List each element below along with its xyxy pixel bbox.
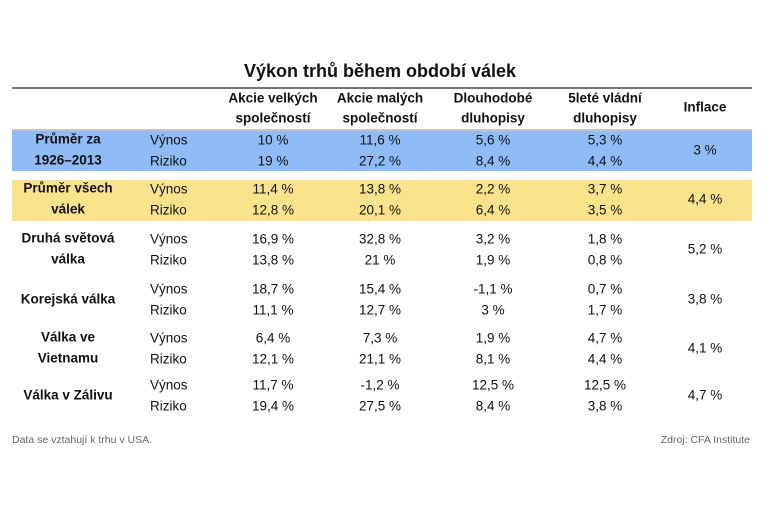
cell: 13,8 %	[359, 182, 401, 197]
cell: 12,1 %	[252, 352, 294, 367]
row-sublabel: Výnos	[150, 232, 188, 247]
column-header: 5leté vládní	[568, 91, 643, 106]
row-sublabel: Riziko	[150, 154, 187, 169]
row-label: válek	[51, 202, 85, 217]
cell: 4,4 %	[588, 154, 623, 169]
cell: 11,4 %	[252, 182, 293, 197]
cell: 21 %	[365, 253, 396, 268]
row-sublabel: Riziko	[150, 303, 187, 318]
row-label: válka	[51, 252, 85, 267]
cell: 3,2 %	[476, 232, 511, 247]
footer-source: Zdroj: CFA Institute	[661, 434, 750, 446]
cell: 12,5 %	[584, 378, 626, 393]
cell: 5,6 %	[476, 133, 511, 148]
cell: 11,7 %	[252, 378, 293, 393]
row-sublabel: Riziko	[150, 253, 187, 268]
cell: 3,5 %	[588, 203, 623, 218]
cell: 12,8 %	[252, 203, 294, 218]
cell: 11,6 %	[359, 133, 400, 148]
cell: 16,9 %	[252, 232, 294, 247]
band-blue	[12, 131, 752, 171]
column-header: dluhopisy	[573, 111, 637, 126]
cell: 20,1 %	[359, 203, 401, 218]
cell: 4,4 %	[588, 352, 623, 367]
column-header: Inflace	[684, 100, 727, 115]
cell: 8,1 %	[476, 352, 511, 367]
cell-inflation: 4,7 %	[688, 388, 723, 403]
cell: 0,7 %	[588, 282, 623, 297]
cell: -1,2 %	[360, 378, 399, 393]
cell: 13,8 %	[252, 253, 294, 268]
cell: 32,8 %	[359, 232, 401, 247]
column-header: Akcie malých	[337, 91, 423, 106]
cell: 19 %	[258, 154, 289, 169]
cell: 10 %	[258, 133, 289, 148]
cell: 7,3 %	[363, 331, 398, 346]
cell: 18,7 %	[252, 282, 294, 297]
cell: 8,4 %	[476, 399, 511, 414]
column-header: dluhopisy	[461, 111, 525, 126]
row-sublabel: Riziko	[150, 203, 187, 218]
row-sublabel: Výnos	[150, 331, 188, 346]
cell: 1,8 %	[588, 232, 623, 247]
row-sublabel: Výnos	[150, 133, 188, 148]
cell: 0,8 %	[588, 253, 623, 268]
row-sublabel: Riziko	[150, 352, 187, 367]
row-label: Průměr všech	[23, 181, 112, 196]
cell: 3 %	[481, 303, 504, 318]
column-header: společností	[342, 111, 418, 126]
column-header: společností	[235, 111, 311, 126]
cell: 4,7 %	[588, 331, 623, 346]
cell-inflation: 4,1 %	[688, 341, 723, 356]
row-label: Válka ve	[41, 330, 96, 345]
cell: 12,5 %	[472, 378, 514, 393]
cell-inflation: 4,4 %	[688, 192, 723, 207]
row-label: 1926–2013	[34, 153, 102, 168]
cell: 6,4 %	[476, 203, 511, 218]
cell: 27,5 %	[359, 399, 401, 414]
cell: 19,4 %	[252, 399, 294, 414]
cell: 11,1 %	[252, 303, 293, 318]
row-sublabel: Výnos	[150, 282, 188, 297]
cell: 8,4 %	[476, 154, 511, 169]
title: Výkon trhů během období válek	[244, 61, 517, 81]
cell: 6,4 %	[256, 331, 291, 346]
cell: 12,7 %	[359, 303, 401, 318]
cell: -1,1 %	[473, 282, 512, 297]
row-label: Korejská válka	[21, 292, 116, 307]
row-sublabel: Výnos	[150, 182, 188, 197]
row-sublabel: Riziko	[150, 399, 187, 414]
column-header: Dlouhodobé	[454, 91, 533, 106]
row-label: Válka v Zálivu	[23, 388, 112, 403]
cell-inflation: 3,8 %	[688, 292, 723, 307]
band-yellow	[12, 180, 752, 221]
row-label: Druhá světová	[21, 231, 115, 246]
row-label: Průměr za	[35, 132, 101, 147]
cell: 27,2 %	[359, 154, 401, 169]
cell: 1,9 %	[476, 253, 511, 268]
cell: 1,9 %	[476, 331, 511, 346]
column-header: Akcie velkých	[228, 91, 317, 106]
footer-note: Data se vztahují k trhu v USA.	[12, 434, 152, 446]
row-sublabel: Výnos	[150, 378, 188, 393]
cell: 21,1 %	[359, 352, 401, 367]
cell: 2,2 %	[476, 182, 511, 197]
cell: 5,3 %	[588, 133, 623, 148]
row-label: Vietnamu	[38, 351, 99, 366]
cell-inflation: 5,2 %	[688, 242, 723, 257]
cell: 3,7 %	[588, 182, 623, 197]
cell-inflation: 3 %	[693, 143, 716, 158]
cell: 3,8 %	[588, 399, 623, 414]
cell: 1,7 %	[588, 303, 623, 318]
cell: 15,4 %	[359, 282, 401, 297]
